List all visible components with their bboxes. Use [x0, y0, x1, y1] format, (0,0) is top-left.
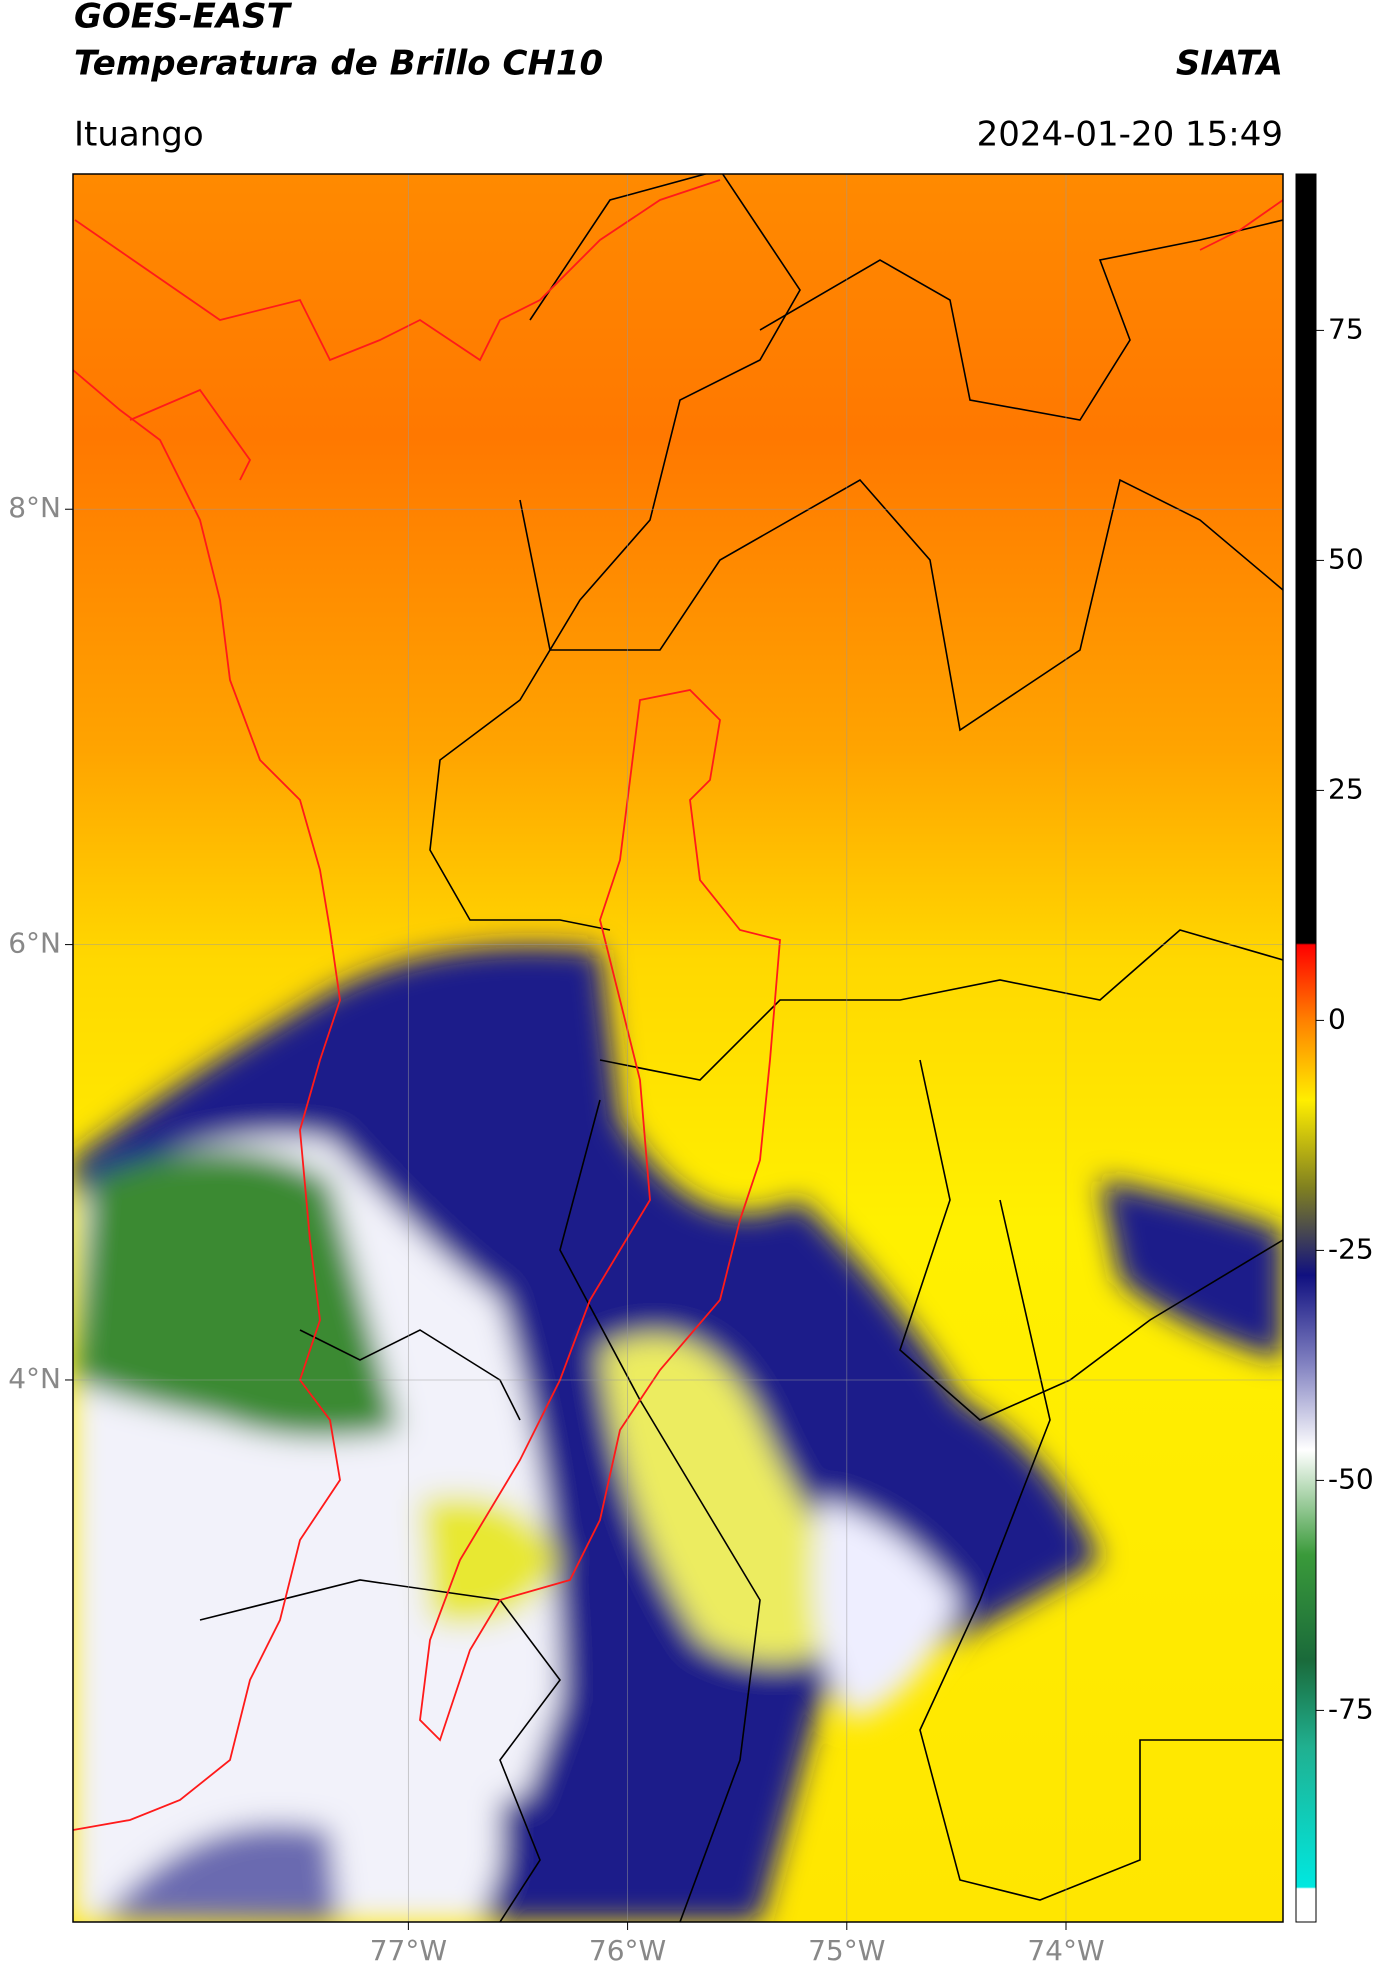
y-tick-label: 8°N [8, 491, 61, 524]
colorbar-tick-label: -50 [1328, 1462, 1374, 1495]
location: Ituango [74, 115, 204, 155]
colorbar-tick-label: -25 [1328, 1232, 1374, 1265]
colorbar-tick-label: -75 [1328, 1692, 1374, 1725]
colorbar-tick-label: 0 [1328, 1002, 1346, 1035]
datetime: 2024-01-20 15:49 [977, 115, 1283, 155]
title: GOES-EAST [74, 0, 293, 37]
colorbar-tick-label: 25 [1328, 772, 1364, 805]
subtitle: Temperatura de Brillo CH10 [74, 44, 603, 84]
x-tick-label: 76°W [589, 1934, 666, 1967]
x-tick-label: 74°W [1027, 1934, 1104, 1967]
colorbar-tick-label: 50 [1328, 542, 1364, 575]
y-tick-label: 4°N [8, 1362, 61, 1395]
y-tick-label: 6°N [8, 927, 61, 960]
map-frame [72, 173, 1284, 1923]
x-tick-label: 77°W [370, 1934, 447, 1967]
colorbar [1295, 173, 1317, 1923]
colorbar-tick-label: 75 [1328, 312, 1364, 345]
grid [73, 174, 1283, 1922]
satellite-image [73, 174, 1283, 1922]
brand: SIATA [1176, 44, 1283, 84]
x-tick-label: 75°W [808, 1934, 885, 1967]
